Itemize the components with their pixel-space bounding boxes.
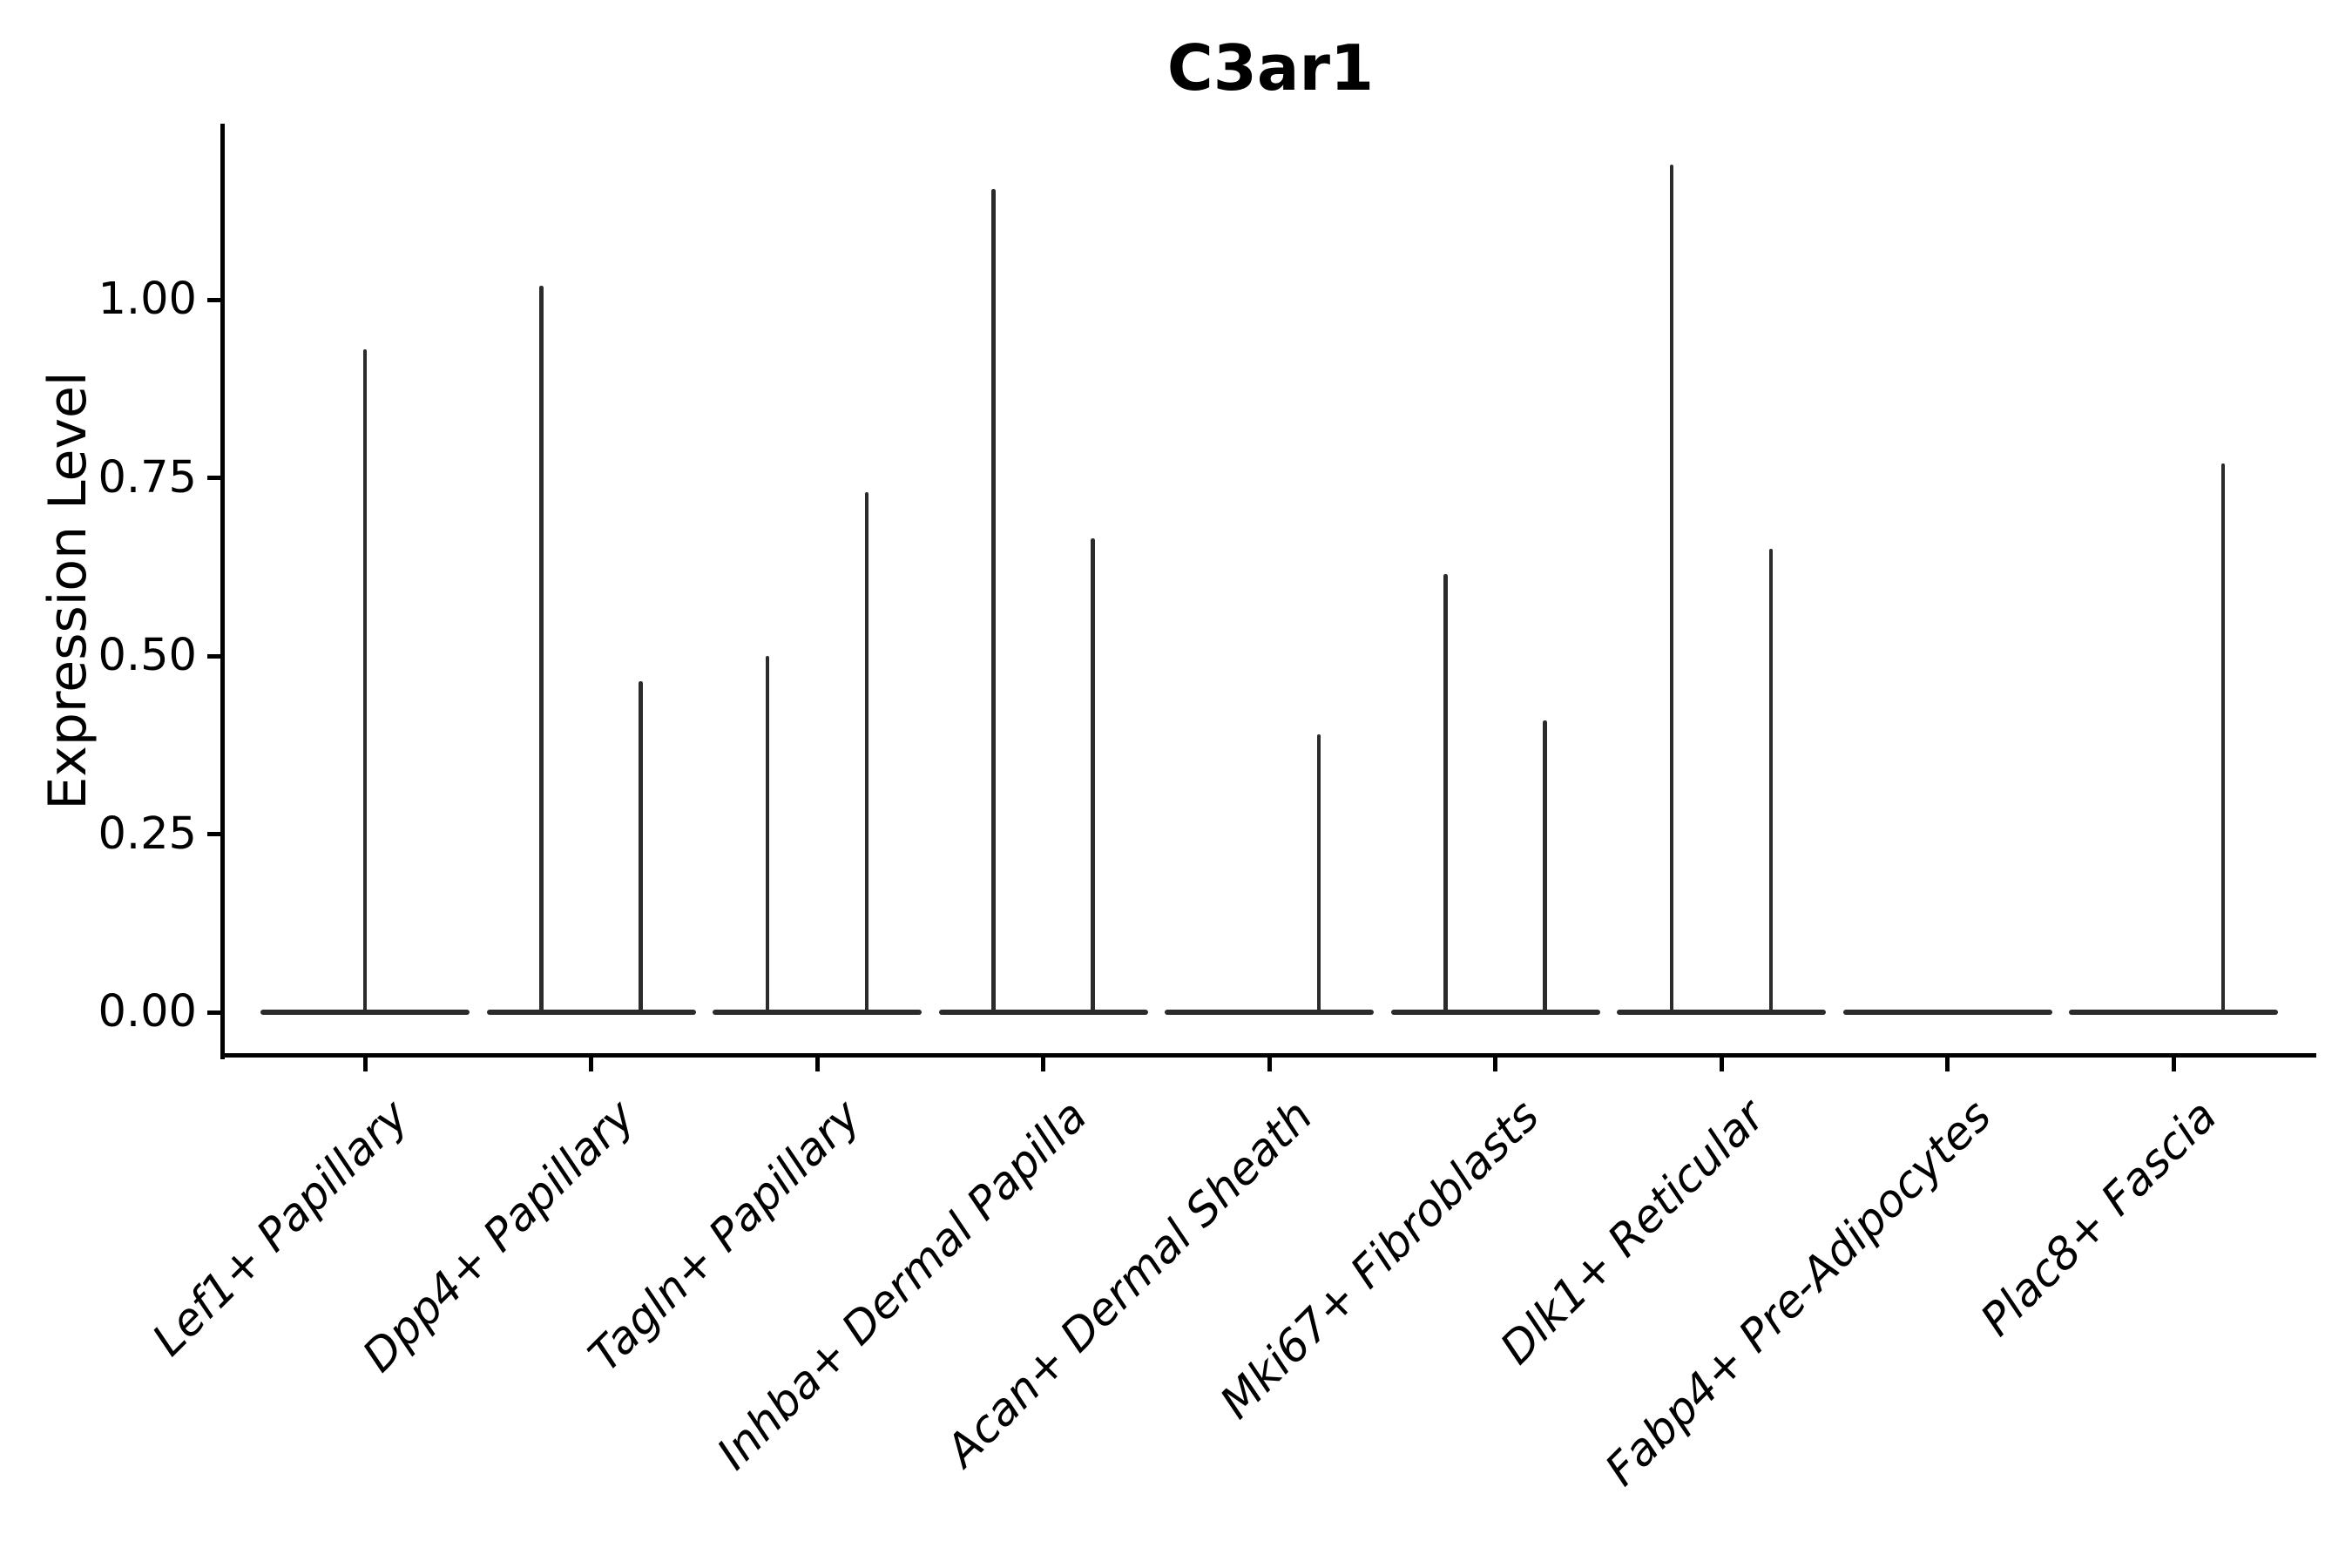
violin-spike [1669,164,1674,1012]
violin-baseline [486,1009,696,1016]
violin-spike [864,491,869,1012]
violin-spike [1543,720,1547,1012]
y-tick-label: 0.00 [98,986,197,1037]
x-tick-label: Mki67+ Fibroblasts [1210,1090,1550,1429]
x-tick-label: Plac8+ Fascia [1970,1090,2227,1347]
x-tick-mark [1945,1057,1950,1071]
x-tick-label: Fabp4+ Pre-Adipocytes [1595,1090,2002,1497]
x-tick-label: Dlk1+ Reticular [1490,1090,1775,1375]
violin-spike [1443,573,1448,1012]
x-tick-mark [362,1057,368,1071]
violin-spike [362,349,368,1012]
x-tick-label: Tagln+ Papillary [579,1090,871,1382]
y-tick-mark [207,476,220,480]
y-tick-mark [207,653,220,659]
violin-spike [1768,549,1774,1012]
x-tick-label: Acan+ Dermal Sheath [936,1090,1323,1477]
x-tick-mark [814,1057,820,1071]
y-tick-label: 0.50 [98,630,197,681]
y-tick-label: 0.25 [98,808,197,860]
y-tick-mark [207,297,220,302]
violin-spike [765,656,770,1012]
y-tick-mark [207,1010,220,1015]
y-tick-mark [207,832,220,836]
x-tick-mark [1493,1057,1497,1071]
x-tick-mark [1267,1057,1272,1071]
violin-baseline [260,1009,470,1016]
violin-baseline [1165,1009,1374,1016]
violin-baseline [1390,1009,1600,1016]
x-tick-mark [2171,1057,2176,1071]
y-axis-label: Expression Level [37,371,98,810]
x-tick-label: Inhba+ Dermal Papilla [706,1090,1098,1481]
violin-spike [639,680,643,1012]
violin-spike [2220,463,2226,1012]
x-tick-mark [1041,1057,1045,1071]
y-tick-label: 1.00 [98,274,197,325]
x-tick-label: Dpp4+ Papillary [353,1090,645,1382]
violin-baseline [1842,1009,2052,1016]
violin-spike [1091,538,1095,1012]
y-tick-label: 0.75 [98,451,197,504]
y-axis-spine [220,124,225,1059]
x-tick-mark [589,1057,593,1071]
violin-baseline [2069,1009,2278,1016]
violin-spike [539,285,544,1012]
x-axis-spine [220,1052,2316,1058]
violin-spike [991,189,996,1012]
violin-baseline [713,1009,922,1016]
violin-baseline [938,1009,1148,1016]
x-tick-mark [1719,1057,1724,1071]
violin-spike [1316,733,1321,1012]
chart-title: C3ar1 [1166,31,1375,105]
violin-baseline [1617,1009,1826,1016]
x-tick-label: Lef1+ Papillary [143,1090,419,1367]
